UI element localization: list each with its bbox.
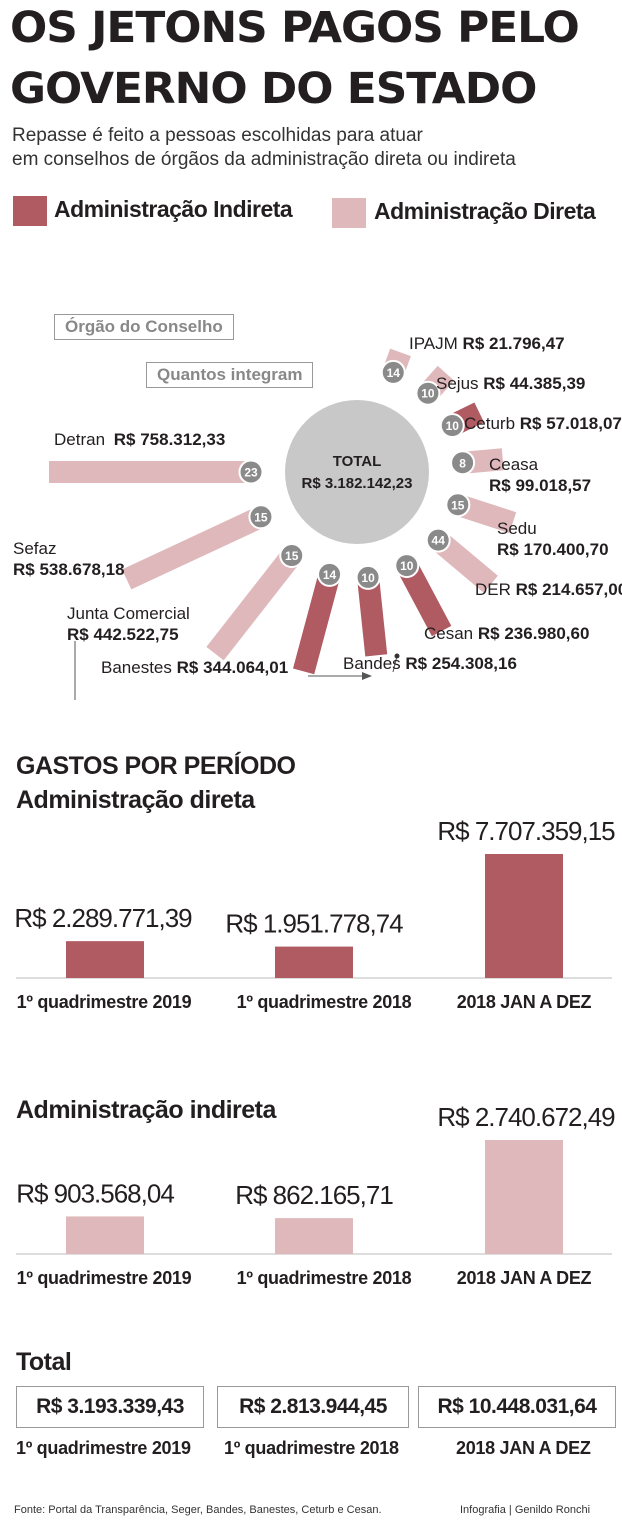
center-total-label: TOTAL — [333, 453, 382, 470]
direta-heading: Administração direta — [16, 786, 255, 814]
label-junta: Junta Comercial R$ 442.522,75 — [67, 604, 190, 644]
total-cat-2: 1º quadrimestre 2018 — [224, 1438, 399, 1458]
label-der: DER R$ 214.657,00 — [475, 580, 622, 599]
bar-category-label: 1º quadrimestre 2018 — [237, 1268, 412, 1288]
member-badge — [450, 450, 476, 476]
radial-bar-bandes — [356, 572, 388, 657]
label-cesan: Cesan R$ 236.980,60 — [424, 624, 590, 643]
radial-bar-banestes — [293, 567, 342, 675]
legend-swatch-direta — [332, 198, 366, 228]
bar-category-label: 1º quadrimestre 2019 — [17, 992, 192, 1012]
credit-note: Infografia | Genildo Ronchi — [460, 1504, 591, 1516]
title-line-1: OS JETONS PAGOS PELO — [10, 3, 580, 53]
indireta-heading: Administração indireta — [16, 1096, 276, 1124]
label-sefaz: Sefaz R$ 538.678,18 — [13, 539, 125, 579]
source-note: Fonte: Portal da Transparência, Seger, B… — [14, 1504, 382, 1516]
member-count: 15 — [285, 549, 299, 563]
gastos-heading: GASTOS POR PERÍODO — [16, 752, 296, 780]
member-count: 15 — [254, 510, 268, 524]
total-heading: Total — [16, 1348, 72, 1376]
center-total-value: R$ 3.182.142,23 — [302, 475, 413, 492]
label-detran: Detran R$ 758.312,33 — [54, 430, 226, 449]
member-count: 23 — [244, 466, 258, 480]
total-cat-3: 2018 JAN A DEZ — [456, 1438, 591, 1458]
bar-category-label: 1º quadrimestre 2018 — [237, 992, 412, 1012]
legend-swatch-indireta — [13, 196, 47, 226]
label-sejus: Sejus R$ 44.385,39 — [436, 374, 586, 393]
member-badge — [445, 492, 471, 518]
member-badge — [355, 564, 381, 590]
member-badge — [425, 527, 451, 553]
bar-value-label: R$ 1.951.778,74 — [225, 909, 403, 939]
bar-category-label: 2018 JAN A DEZ — [457, 1268, 592, 1288]
bar-chart-direta: R$ 2.289.771,39 1º quadrimestre 2019 R$ 1.… — [14, 816, 616, 1012]
member-badge — [238, 459, 264, 485]
total-box-1: R$ 3.193.339,43 — [16, 1386, 204, 1428]
bar-value-label: R$ 2.289.771,39 — [14, 903, 192, 933]
callout-quantos-arrow — [362, 672, 372, 680]
member-badge — [439, 413, 465, 439]
member-badge — [394, 553, 420, 579]
period-bar — [485, 854, 563, 978]
total-box-3: R$ 10.448.031,64 — [418, 1386, 616, 1428]
member-count: 10 — [361, 571, 375, 585]
member-badge — [380, 359, 406, 385]
member-count: 10 — [400, 559, 414, 573]
bar-category-label: 1º quadrimestre 2019 — [17, 1268, 192, 1288]
bar-value-label: R$ 862.165,71 — [235, 1180, 393, 1210]
callout-orgao: Órgão do Conselho — [54, 314, 234, 340]
callout-quantos: Quantos integram — [146, 362, 314, 388]
legend-label-direta: Administração Direta — [374, 198, 596, 224]
total-circle — [285, 400, 429, 544]
member-count: 8 — [459, 456, 466, 470]
label-banestes: Banestes R$ 344.064,01 — [101, 658, 289, 677]
label-ceturb: Ceturb R$ 57.018,07 — [464, 414, 622, 433]
ipajm-pointer — [392, 655, 398, 673]
subtitle-line-2: em conselhos de órgãos da administração … — [12, 149, 516, 170]
page-title: OS JETONS PAGOS PELO GOVERNO DO ESTADO — [10, 3, 580, 114]
member-count: 44 — [432, 534, 446, 548]
member-count: 15 — [451, 498, 465, 512]
label-ipajm: IPAJM R$ 21.796,47 — [409, 334, 565, 353]
period-bar — [275, 946, 353, 978]
period-bar — [66, 1216, 144, 1254]
subtitle-line-1: Repasse é feito a pessoas escolhidas par… — [12, 125, 423, 146]
period-bar — [485, 1140, 563, 1254]
radial-bar-junta-comercial — [206, 545, 303, 661]
member-count: 14 — [387, 366, 401, 380]
member-count: 10 — [421, 387, 435, 401]
label-bandes: Bandes R$ 254.308,16 — [343, 654, 517, 673]
member-badge — [317, 561, 343, 587]
title-line-2: GOVERNO DO ESTADO — [10, 64, 537, 114]
subtitle: Repasse é feito a pessoas escolhidas par… — [12, 124, 516, 172]
bar-value-label: R$ 903.568,04 — [16, 1178, 174, 1208]
ipajm-pointer-dot — [394, 653, 400, 659]
member-count: 14 — [323, 568, 337, 582]
legend-label-indireta: Administração Indireta — [54, 196, 293, 222]
bar-chart-indireta: R$ 903.568,04 1º quadrimestre 2019 R$ 862.… — [16, 1102, 616, 1288]
radial-bar-sefaz — [122, 505, 270, 590]
period-bar — [66, 941, 144, 978]
radial-chart: TOTAL R$ 3.182.142,23 14 10 10 8 15 44 10 10 14 15 1… — [49, 348, 517, 700]
bar-category-label: 2018 JAN A DEZ — [457, 992, 592, 1012]
radial-bar-detran — [49, 461, 255, 483]
label-ceasa: Ceasa R$ 99.018,57 — [489, 455, 592, 495]
member-badge — [415, 380, 441, 406]
member-badge — [248, 504, 274, 530]
total-cat-1: 1º quadrimestre 2019 — [16, 1438, 191, 1458]
bar-value-label: R$ 7.707.359,15 — [437, 816, 615, 846]
member-count: 10 — [446, 419, 460, 433]
period-bar — [275, 1218, 353, 1254]
bar-value-label: R$ 2.740.672,49 — [437, 1102, 615, 1132]
member-badge — [279, 543, 305, 569]
total-box-2: R$ 2.813.944,45 — [217, 1386, 409, 1428]
label-sedu: Sedu R$ 170.400,70 — [497, 519, 609, 559]
